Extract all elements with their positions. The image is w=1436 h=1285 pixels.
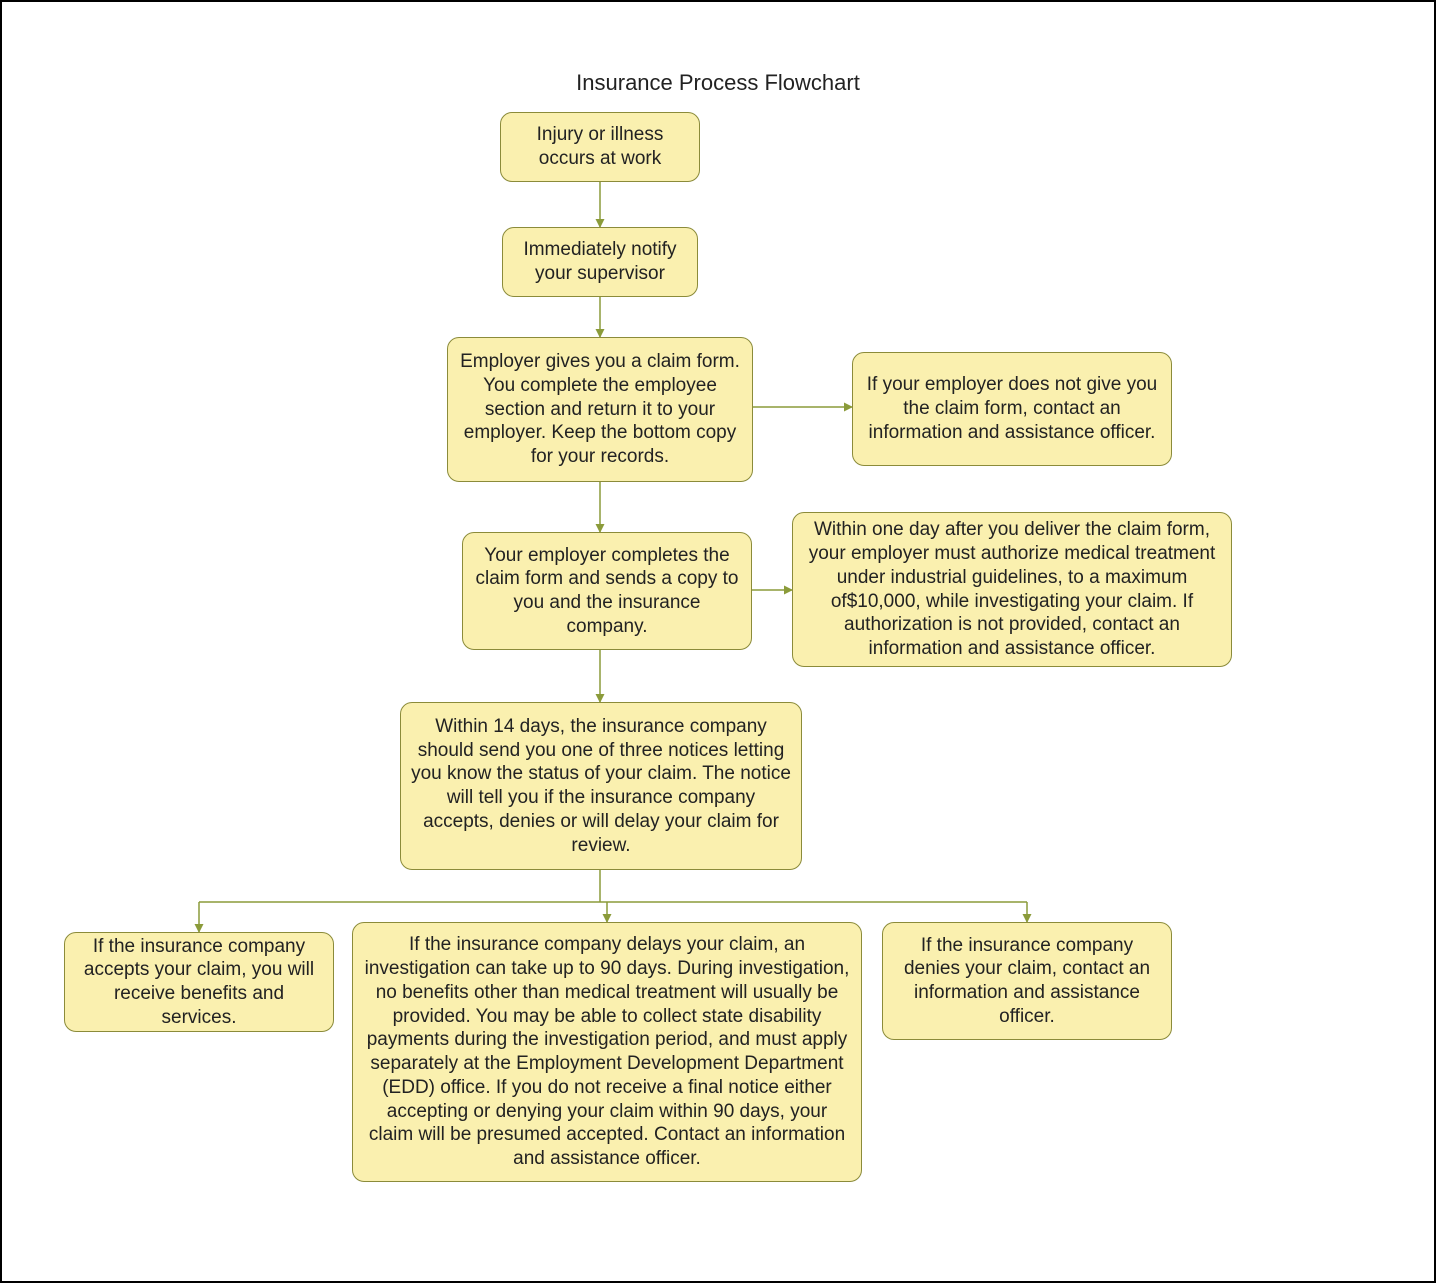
node-n3side: If your employer does not give you the c… — [852, 352, 1172, 466]
node-n5: Within 14 days, the insurance company sh… — [400, 702, 802, 870]
node-accept: If the insurance company accepts your cl… — [64, 932, 334, 1032]
node-n4side: Within one day after you deliver the cla… — [792, 512, 1232, 667]
node-n2: Immediately notify your supervisor — [502, 227, 698, 297]
node-delay: If the insurance company delays your cla… — [352, 922, 862, 1182]
flowchart-frame: Insurance Process Flowchart Injury or il… — [0, 0, 1436, 1283]
node-n4: Your employer completes the claim form a… — [462, 532, 752, 650]
node-n3: Employer gives you a claim form. You com… — [447, 337, 753, 482]
node-n1: Injury or illness occurs at work — [500, 112, 700, 182]
node-deny: If the insurance company denies your cla… — [882, 922, 1172, 1040]
